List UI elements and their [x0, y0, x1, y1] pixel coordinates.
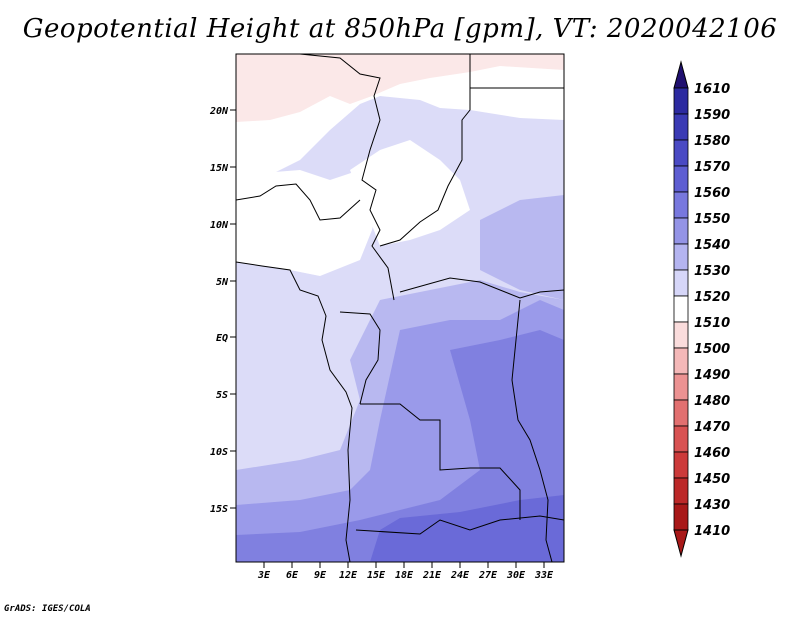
- colorbar-segment: [673, 87, 689, 115]
- colorbar-segment: [673, 295, 689, 323]
- lat-label: 10S: [210, 447, 228, 458]
- colorbar-label: 1480: [694, 394, 730, 409]
- field-1530-east: [480, 195, 564, 300]
- colorbar-label: 1430: [694, 498, 730, 513]
- lon-label: 18E: [395, 570, 414, 581]
- lon-axis: 3E 6E 9E 12E 15E 18E 21E 24E 27E 30E 33E: [257, 562, 554, 581]
- lat-label: 5S: [216, 390, 228, 401]
- colorbar-label: 1580: [694, 134, 730, 149]
- lat-label: 5N: [216, 277, 229, 288]
- border-line-9: [339, 311, 381, 405]
- border-line-2: [379, 54, 471, 247]
- colorbar-label: 1410: [694, 524, 730, 539]
- colorbar-top-arrow: [673, 60, 689, 89]
- colorbar-label: 1490: [694, 368, 730, 383]
- border-line-8: [511, 299, 553, 562]
- colorbar-segment: [673, 503, 689, 531]
- coastline: [236, 261, 353, 562]
- lon-label: 27E: [478, 570, 498, 581]
- lon-label: 24E: [450, 570, 470, 581]
- colorbar-segment: [673, 321, 689, 349]
- colorbar-segment: [673, 477, 689, 505]
- colorbar-label: 1460: [694, 446, 730, 461]
- field-1510-west: [236, 170, 380, 276]
- lon-label: 6E: [286, 570, 299, 581]
- border-line-4: [399, 277, 564, 299]
- colorbar-label: 1610: [694, 82, 730, 97]
- lat-label: EQ: [216, 333, 228, 344]
- field-1550: [236, 330, 564, 562]
- lat-label: 15S: [210, 504, 228, 515]
- colorbar-segment: [673, 425, 689, 453]
- colorbar-label: 1520: [694, 290, 730, 305]
- map-borders: [236, 54, 564, 562]
- colorbar-label: 1500: [694, 342, 730, 357]
- border-line-5: [360, 403, 521, 520]
- colorbar-label: 1540: [694, 238, 730, 253]
- lat-label: 10N: [210, 220, 229, 231]
- colorbar-label: 1530: [694, 264, 730, 279]
- field-1500-north: [236, 54, 564, 122]
- lon-label: 21E: [422, 570, 442, 581]
- colorbar-label: 1570: [694, 160, 730, 175]
- colorbar-segment: [673, 191, 689, 219]
- lat-label: 15N: [210, 163, 229, 174]
- lat-label: 20N: [209, 106, 229, 117]
- colorbar-segment: [673, 399, 689, 427]
- border-line-1: [299, 54, 395, 301]
- colorbar-bottom-arrow: [673, 529, 689, 558]
- colorbar-segment: [673, 373, 689, 401]
- lon-label: 9E: [314, 570, 327, 581]
- border-line-7: [236, 183, 361, 221]
- credit-text: GrADS: IGES/COLA: [4, 604, 91, 614]
- colorbar-segment: [673, 139, 689, 167]
- colorbar-segment: [673, 269, 689, 297]
- map-frame: [235, 53, 565, 563]
- colorbar-label: 1450: [694, 472, 730, 487]
- lon-label: 30E: [506, 570, 526, 581]
- colorbar-label: 1590: [694, 108, 730, 123]
- colorbar-label: 1550: [694, 212, 730, 227]
- colorbar-segment: [673, 243, 689, 271]
- colorbar-segment: [673, 165, 689, 193]
- colorbar-label: 1470: [694, 420, 730, 435]
- lon-label: 3E: [257, 570, 271, 581]
- lat-axis: 20N 15N 10N 5N EQ 5S 10S 15S: [209, 106, 236, 515]
- field-1510-central: [350, 140, 470, 246]
- colorbar-segment: [673, 347, 689, 375]
- lon-label: 12E: [339, 570, 358, 581]
- map-field: [236, 54, 564, 562]
- colorbar-segment: [673, 217, 689, 245]
- lon-label: 33E: [534, 570, 554, 581]
- colorbar: 1610 1590 1580 1570 1560 1550 1540 1530 1520 1510…: [673, 60, 730, 558]
- border-line-6: [355, 515, 564, 535]
- colorbar-label: 1560: [694, 186, 730, 201]
- lon-label: 15E: [367, 570, 386, 581]
- colorbar-segment: [673, 451, 689, 479]
- colorbar-label: 1510: [694, 316, 730, 331]
- chart-title: Geopotential Height at 850hPa [gpm], VT:…: [22, 14, 778, 44]
- colorbar-segment: [673, 113, 689, 141]
